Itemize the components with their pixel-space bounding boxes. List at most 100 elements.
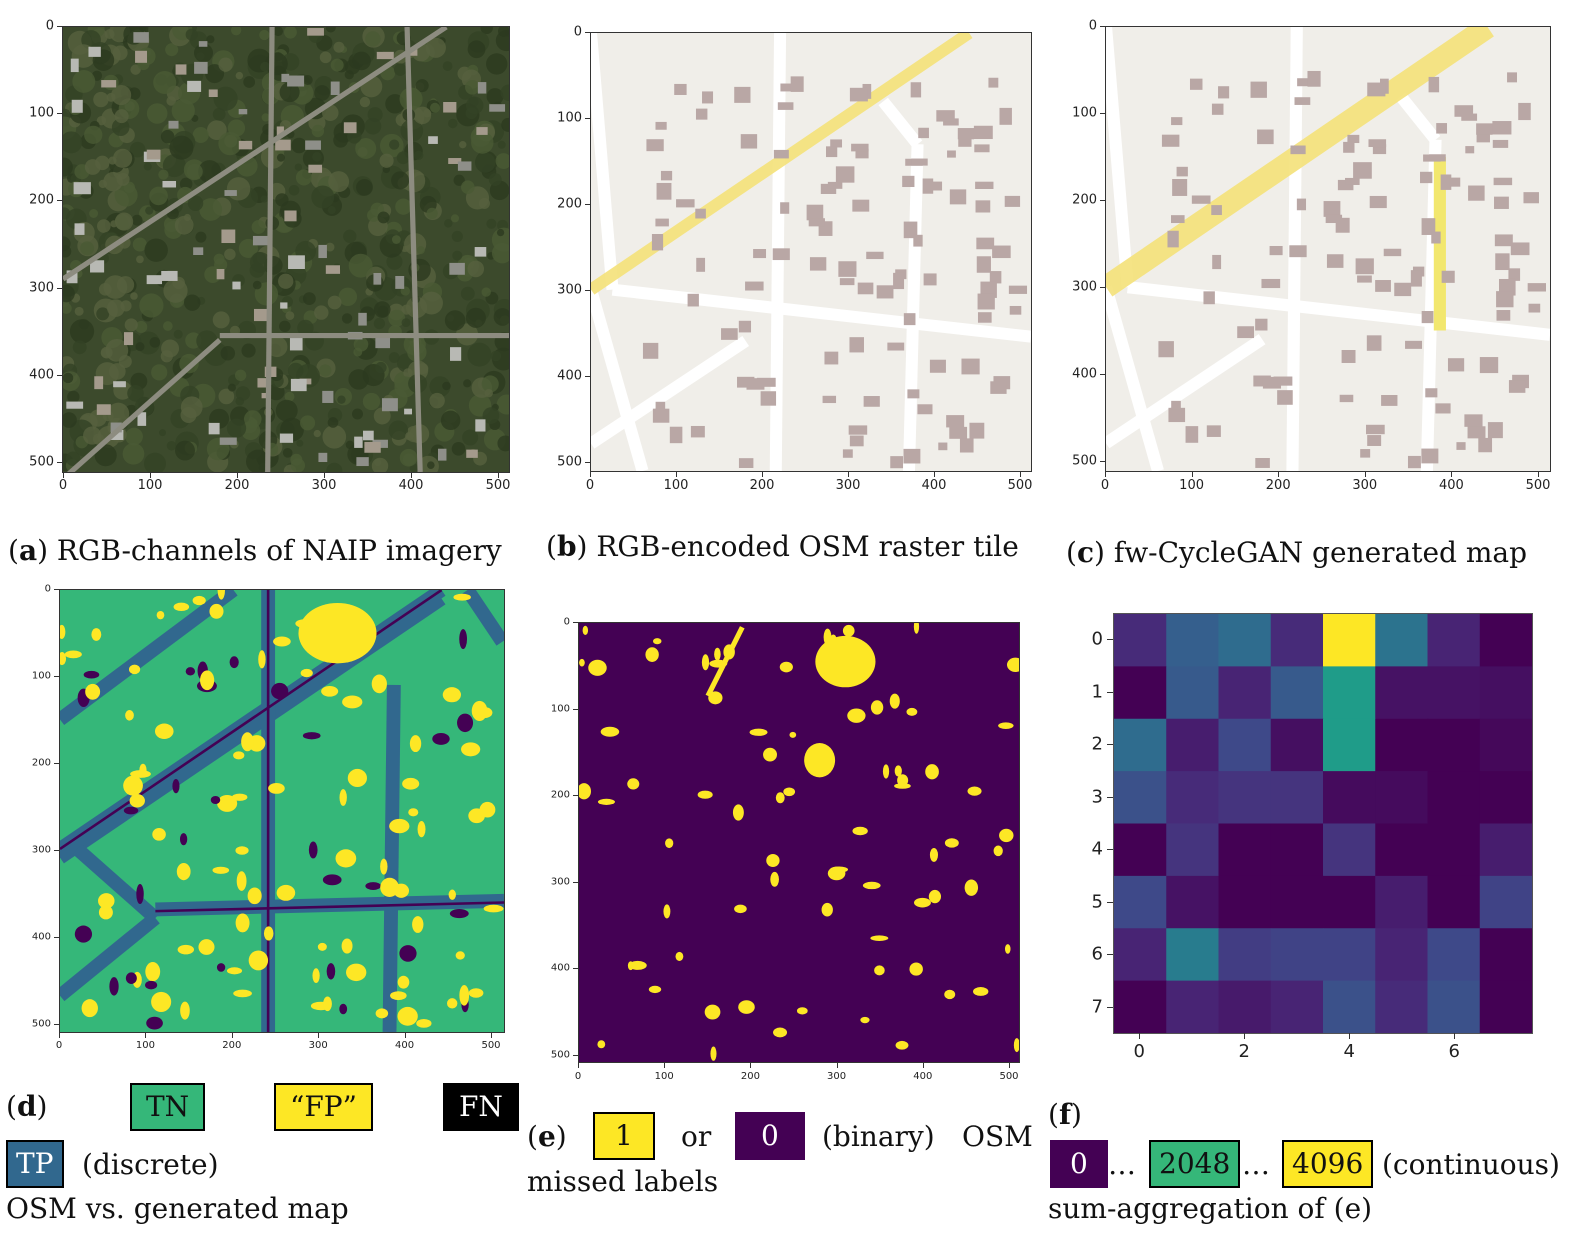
x-tick-mark — [836, 1063, 838, 1068]
x-tick-mark — [1191, 472, 1193, 477]
map-image — [60, 590, 504, 1032]
caption-f-desc: sum-aggregation of (e) — [1048, 1192, 1373, 1225]
y-tick-label: 200 — [550, 789, 570, 801]
heatmap-cell — [1114, 771, 1167, 825]
y-tick-label: 500 — [1072, 453, 1097, 469]
heatmap-cell — [1270, 980, 1324, 1033]
y-tick-mark — [57, 374, 62, 376]
y-tick-mark — [573, 968, 578, 970]
heatmap-cell — [1479, 666, 1532, 720]
y-tick-label: 0 — [563, 616, 570, 628]
y-tick-label: 0 — [44, 583, 51, 595]
confusion-map-plot — [59, 589, 505, 1033]
heatmap-cell — [1427, 718, 1481, 772]
y-tick-label: 200 — [31, 757, 51, 769]
zero-swatch: 0 — [735, 1112, 805, 1160]
heatmap-cell — [1270, 928, 1324, 982]
heatmap-cell — [1427, 614, 1481, 667]
heatmap-x-tick-mark — [1139, 1033, 1141, 1039]
heatmap-y-tick-mark — [1107, 691, 1113, 693]
y-tick-mark — [54, 1024, 59, 1025]
y-tick-mark — [585, 462, 590, 463]
y-tick-mark — [585, 376, 590, 377]
caption-f: (f) — [1048, 1098, 1082, 1131]
heatmap-cell — [1375, 771, 1429, 825]
x-tick-mark — [1451, 472, 1453, 477]
max-swatch: 4096 — [1282, 1140, 1374, 1188]
heatmap-cell — [1323, 980, 1376, 1033]
x-tick-mark — [411, 473, 412, 478]
heatmap-cell — [1427, 875, 1481, 929]
caption-a: (a) RGB-channels of NAIP imagery — [8, 534, 502, 567]
y-tick-label: 400 — [557, 368, 582, 384]
x-tick-label: 500 — [485, 478, 511, 493]
x-tick-label: 500 — [999, 1071, 1019, 1082]
y-tick-mark — [57, 287, 62, 289]
y-tick-label: 300 — [31, 844, 51, 856]
heatmap-cell — [1375, 718, 1429, 772]
heatmap-cell — [1323, 614, 1376, 667]
heatmap-cell — [1166, 823, 1220, 877]
heatmap-cell — [1375, 928, 1429, 982]
x-tick-mark — [231, 1033, 233, 1038]
heatmap-plot — [1113, 613, 1533, 1034]
heatmap-cell — [1270, 875, 1324, 929]
heatmap-cell — [1323, 875, 1376, 929]
y-tick-mark — [1100, 287, 1105, 288]
heatmap-cell — [1270, 823, 1324, 877]
y-tick-label: 500 — [557, 454, 582, 470]
missed-labels-plot — [578, 622, 1020, 1063]
y-tick-mark — [1100, 374, 1105, 375]
x-tick-label: 300 — [835, 478, 861, 493]
heatmap-y-tick-label: 4 — [1091, 838, 1103, 860]
heatmap-y-tick-mark — [1107, 954, 1113, 956]
x-tick-label: 0 — [58, 478, 68, 493]
y-tick-mark — [54, 850, 59, 851]
heatmap-y-tick-label: 6 — [1091, 943, 1103, 965]
x-tick-mark — [1009, 1063, 1010, 1068]
heatmap-x-tick-mark — [1244, 1033, 1246, 1039]
x-tick-label: 200 — [224, 478, 250, 493]
heatmap-cell — [1323, 718, 1376, 772]
heatmap-cell — [1218, 928, 1272, 982]
x-tick-label: 500 — [1007, 478, 1033, 493]
x-tick-mark — [590, 472, 591, 477]
x-tick-mark — [324, 473, 325, 478]
map-image — [591, 33, 1031, 471]
tn-swatch: TN — [130, 1083, 206, 1131]
y-tick-mark — [54, 676, 59, 677]
heatmap-svg — [1114, 614, 1532, 1033]
heatmap-cell — [1323, 771, 1376, 825]
y-tick-mark — [585, 290, 590, 291]
y-tick-label: 300 — [29, 280, 54, 296]
heatmap-cell — [1479, 823, 1532, 877]
y-tick-label: 400 — [1072, 366, 1097, 382]
heatmap-y-tick-label: 3 — [1091, 786, 1103, 808]
heatmap-cell — [1166, 875, 1220, 929]
heatmap-cell — [1218, 771, 1272, 825]
x-tick-label: 200 — [222, 1040, 242, 1051]
x-tick-mark — [145, 1033, 147, 1038]
y-tick-mark — [54, 589, 59, 590]
heatmap-y-tick-mark — [1107, 744, 1113, 746]
heatmap-cell — [1270, 614, 1324, 667]
heatmap-cell — [1323, 823, 1376, 877]
heatmap-cell — [1218, 980, 1272, 1033]
heatmap-y-tick-mark — [1107, 639, 1113, 641]
caption-d: (d) — [6, 1090, 48, 1123]
y-tick-label: 100 — [557, 110, 582, 126]
heatmap-cell — [1218, 718, 1272, 772]
x-tick-mark — [491, 1033, 492, 1038]
discrete-label: (discrete) — [82, 1148, 219, 1181]
ellipsis-1: … — [1108, 1148, 1136, 1181]
y-tick-label: 200 — [29, 192, 54, 208]
heatmap-cell — [1166, 928, 1220, 982]
y-tick-label: 500 — [31, 1018, 51, 1030]
x-tick-label: 400 — [913, 1071, 933, 1082]
heatmap-cell — [1114, 980, 1167, 1033]
binary-label: (binary) — [822, 1120, 935, 1153]
x-tick-mark — [59, 1033, 60, 1038]
x-tick-label: 100 — [135, 1040, 155, 1051]
heatmap-x-tick-label: 4 — [1343, 1041, 1355, 1062]
heatmap-cell — [1218, 875, 1272, 929]
